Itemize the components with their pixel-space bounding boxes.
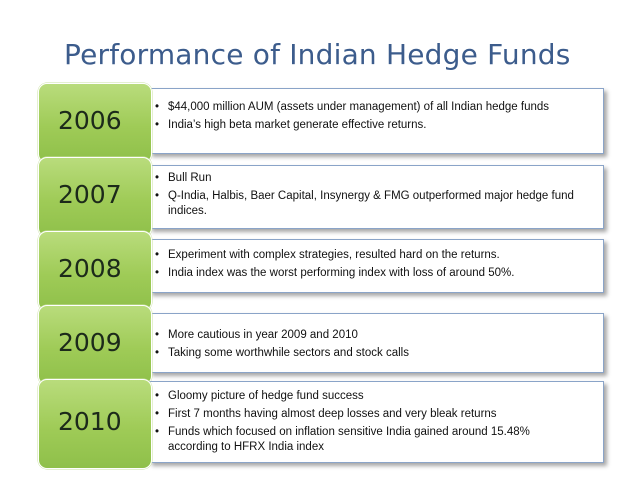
details-box: Gloomy picture of hedge fund success Fir… xyxy=(149,381,604,463)
bullet-item: More cautious in year 2009 and 2010 xyxy=(150,328,603,343)
year-badge: 2007 xyxy=(38,157,152,237)
bullet-item: Taking some worthwhile sectors and stock… xyxy=(150,346,603,361)
bullet-item: Gloomy picture of hedge fund success xyxy=(150,389,603,404)
details-box: Experiment with complex strategies, resu… xyxy=(149,239,604,293)
timeline-row-2008: Experiment with complex strategies, resu… xyxy=(0,231,638,311)
bullet-item: India index was the worst performing ind… xyxy=(150,266,603,281)
details-box: $44,000 million AUM (assets under manage… xyxy=(149,88,604,154)
timeline-row-2010: Gloomy picture of hedge fund success Fir… xyxy=(0,379,638,469)
bullet-item: Bull Run xyxy=(150,171,603,186)
timeline-row-2009: More cautious in year 2009 and 2010 Taki… xyxy=(0,305,638,385)
bullet-item: Q-India, Halbis, Baer Capital, Insynergy… xyxy=(150,189,603,219)
bullet-item: Experiment with complex strategies, resu… xyxy=(150,248,603,263)
bullet-list: Bull Run Q-India, Halbis, Baer Capital, … xyxy=(150,171,603,219)
bullet-list: Experiment with complex strategies, resu… xyxy=(150,248,603,281)
timeline-row-2007: Bull Run Q-India, Halbis, Baer Capital, … xyxy=(0,157,638,237)
bullet-item: $44,000 million AUM (assets under manage… xyxy=(150,100,603,115)
year-badge: 2006 xyxy=(38,83,152,163)
year-label: 2009 xyxy=(58,328,122,357)
bullet-item: India’s high beta market generate effect… xyxy=(150,118,603,133)
year-badge: 2009 xyxy=(38,305,152,385)
year-label: 2007 xyxy=(58,180,122,209)
year-badge: 2010 xyxy=(38,379,152,469)
year-label: 2010 xyxy=(58,407,122,436)
details-box: Bull Run Q-India, Halbis, Baer Capital, … xyxy=(149,165,604,229)
bullet-list: $44,000 million AUM (assets under manage… xyxy=(150,100,603,133)
year-label: 2008 xyxy=(58,254,122,283)
bullet-list: More cautious in year 2009 and 2010 Taki… xyxy=(150,328,603,361)
details-box: More cautious in year 2009 and 2010 Taki… xyxy=(149,313,604,373)
bullet-list: Gloomy picture of hedge fund success Fir… xyxy=(150,389,603,455)
bullet-item: First 7 months having almost deep losses… xyxy=(150,407,603,422)
year-badge: 2008 xyxy=(38,231,152,311)
slide-title: Performance of Indian Hedge Funds xyxy=(64,38,571,71)
year-label: 2006 xyxy=(58,106,122,135)
timeline-row-2006: $44,000 million AUM (assets under manage… xyxy=(0,83,638,163)
bullet-item: Funds which focused on inflation sensiti… xyxy=(150,425,603,455)
